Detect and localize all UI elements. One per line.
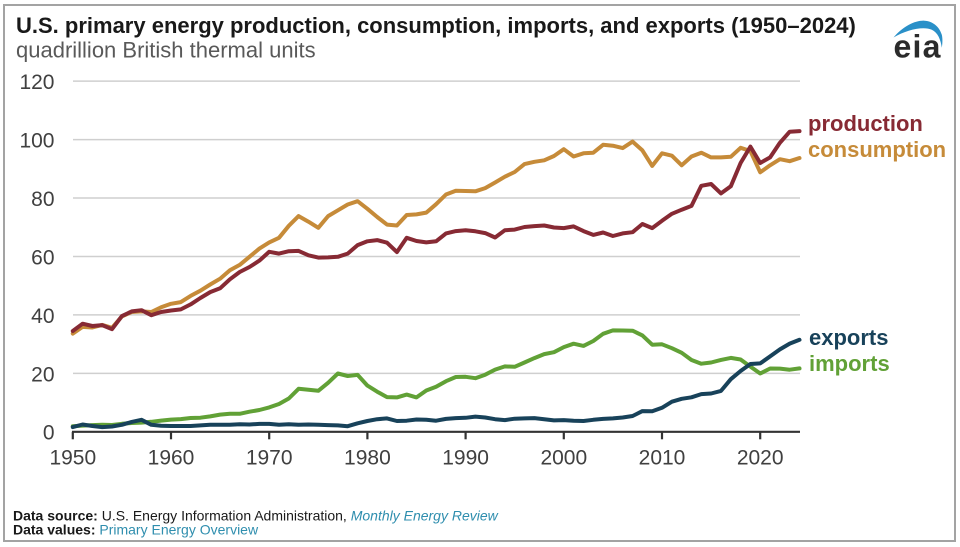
- svg-text:1950: 1950: [49, 447, 96, 470]
- svg-text:imports: imports: [809, 351, 890, 376]
- svg-text:1990: 1990: [442, 447, 489, 470]
- svg-text:U.S. primary energy production: U.S. primary energy production, consumpt…: [16, 13, 856, 38]
- svg-text:80: 80: [31, 188, 54, 211]
- svg-text:2010: 2010: [639, 447, 686, 470]
- svg-text:eia: eia: [894, 29, 942, 65]
- svg-text:1980: 1980: [344, 447, 391, 470]
- svg-text:consumption: consumption: [808, 137, 946, 162]
- svg-text:0: 0: [43, 421, 55, 444]
- svg-text:Data values: Primary Energy Ov: Data values: Primary Energy Overview: [13, 522, 259, 538]
- svg-text:1960: 1960: [148, 447, 195, 470]
- svg-text:production: production: [808, 111, 923, 136]
- svg-text:60: 60: [31, 247, 54, 270]
- svg-text:40: 40: [31, 305, 54, 328]
- svg-text:20: 20: [31, 364, 54, 387]
- svg-text:2020: 2020: [737, 447, 784, 470]
- svg-text:1970: 1970: [246, 447, 293, 470]
- svg-text:Data source: U.S. Energy Infor: Data source: U.S. Energy Information Adm…: [13, 508, 499, 524]
- svg-text:2000: 2000: [540, 447, 587, 470]
- svg-text:exports: exports: [809, 325, 888, 350]
- svg-text:120: 120: [19, 71, 54, 94]
- svg-text:100: 100: [19, 130, 54, 153]
- svg-text:quadrillion British thermal un: quadrillion British thermal units: [16, 38, 316, 63]
